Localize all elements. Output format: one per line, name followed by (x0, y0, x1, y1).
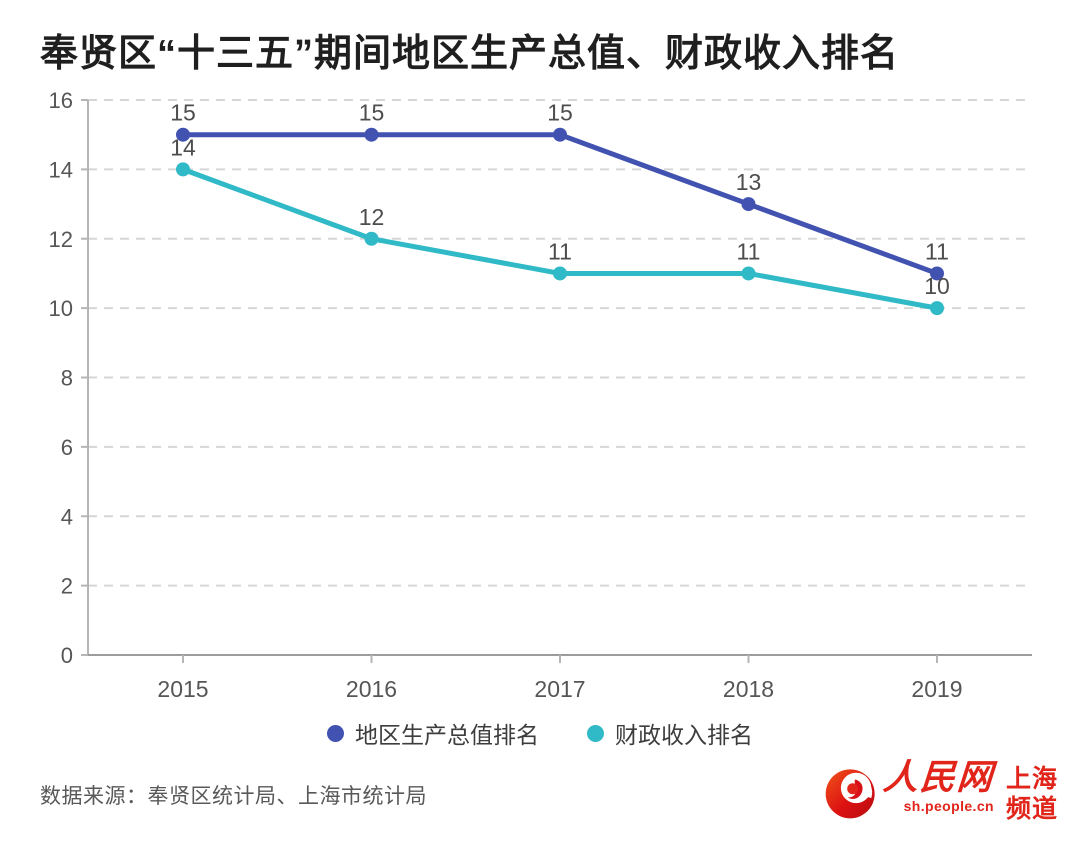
data-point-label: 12 (359, 204, 385, 230)
data-point-label: 15 (170, 100, 196, 126)
data-point-label: 11 (737, 238, 761, 264)
data-point-label: 11 (548, 238, 572, 264)
data-point-label: 11 (925, 238, 949, 264)
y-axis-tick-label: 4 (61, 504, 73, 529)
legend-label: 地区生产总值排名 (355, 722, 539, 748)
data-point (741, 266, 756, 281)
x-axis-tick-label: 2017 (534, 676, 585, 702)
x-axis-tick-label: 2018 (723, 676, 774, 702)
legend-item: 财政收入排名 (587, 716, 753, 750)
y-axis-tick-label: 12 (49, 227, 73, 252)
data-point (176, 127, 190, 142)
legend-dot-icon (327, 724, 344, 742)
y-axis-tick-label: 0 (61, 643, 73, 668)
data-point-label: 15 (359, 100, 385, 126)
data-point-label: 10 (924, 273, 950, 299)
data-point-label: 13 (736, 169, 762, 195)
y-axis-tick-label: 16 (49, 88, 73, 113)
data-point (553, 266, 567, 281)
brand-channel-line1: 上海 (1005, 765, 1058, 793)
y-axis-tick-label: 6 (61, 435, 73, 460)
y-axis-tick-label: 10 (49, 296, 73, 321)
data-point-label: 15 (547, 100, 573, 126)
data-point (364, 127, 379, 142)
chart-legend: 地区生产总值排名 财政收入排名 (0, 716, 1080, 750)
brand-text-block: 人民网 sh.people.cn (881, 757, 996, 814)
x-axis-tick-label: 2019 (911, 676, 962, 702)
brand-site-url: sh.people.cn (903, 797, 994, 814)
brand-site-name: 人民网 (881, 757, 996, 798)
x-axis-tick-label: 2016 (346, 676, 397, 702)
y-axis-tick-label: 2 (61, 574, 73, 599)
publisher-brand: 人民网 sh.people.cn 上海 频道 (824, 757, 1058, 824)
brand-channel-line2: 频道 (1005, 795, 1058, 823)
y-axis-tick-label: 8 (61, 366, 73, 391)
brand-channel-label: 上海 频道 (1006, 764, 1058, 824)
y-axis-tick-label: 14 (49, 157, 73, 182)
data-source-note: 数据来源：奉贤区统计局、上海市统计局 (40, 785, 427, 808)
line-chart: 0 2 4 6 8 10 12 14 16 2015 2016 2017 2018 2019 15 15 15 1… (49, 88, 1032, 702)
data-point (364, 231, 379, 246)
legend-item: 地区生产总值排名 (327, 716, 539, 750)
data-point (553, 127, 567, 142)
data-point (741, 197, 756, 212)
data-point (930, 301, 944, 316)
data-point (176, 162, 190, 177)
chart-title: 奉贤区“十三五”期间地区生产总值、财政收入排名 (40, 33, 900, 75)
x-axis-tick-label: 2015 (157, 676, 208, 702)
people-daily-logo-icon (825, 769, 875, 819)
data-point (930, 266, 944, 281)
legend-dot-icon (587, 724, 604, 742)
data-point-label: 14 (170, 134, 196, 160)
legend-label: 财政收入排名 (615, 722, 753, 748)
